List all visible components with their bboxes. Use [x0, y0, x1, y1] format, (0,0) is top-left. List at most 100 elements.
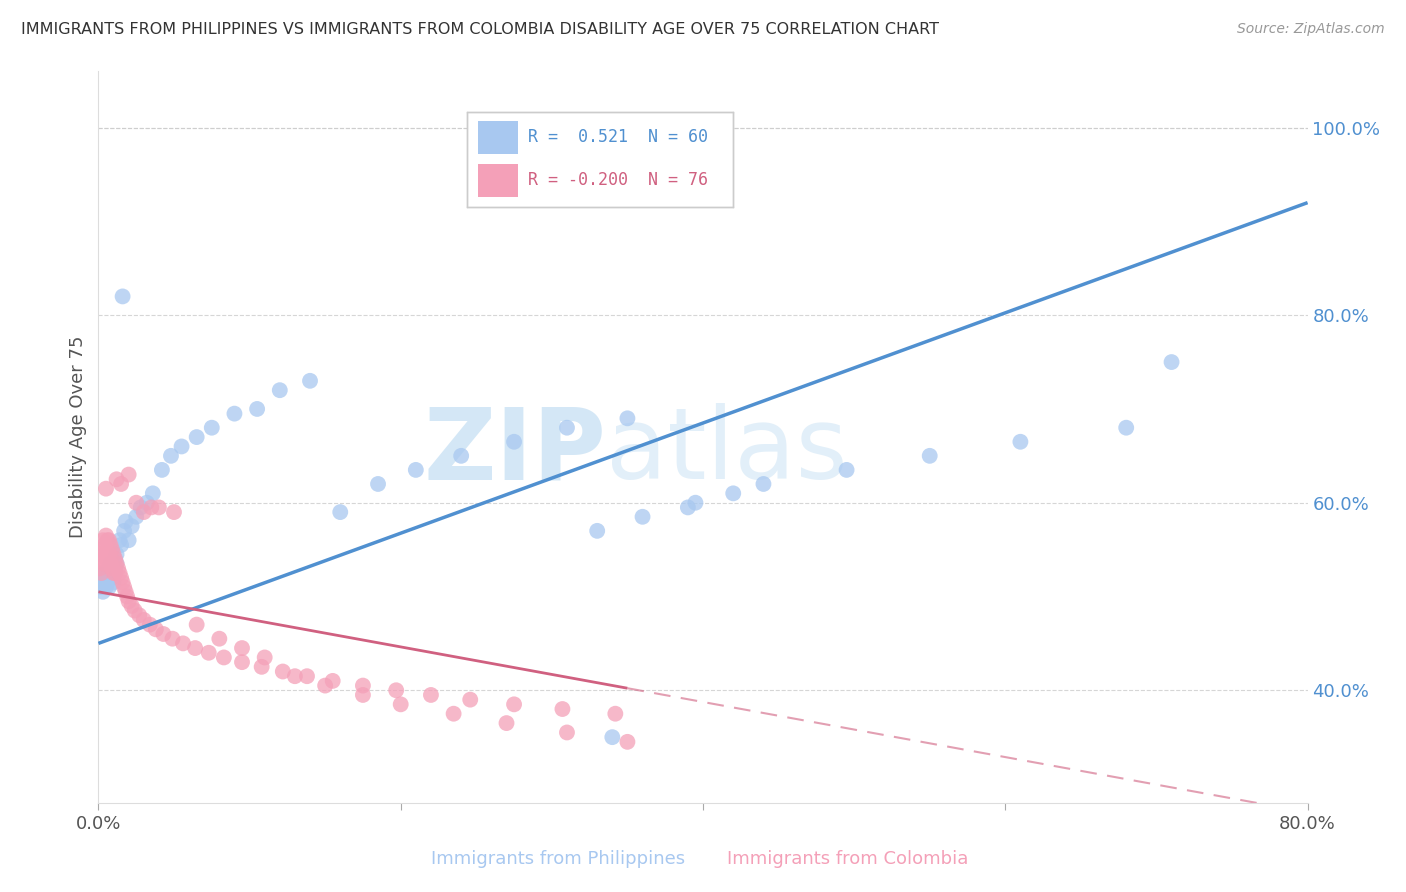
Point: [121, 599, 143, 613]
Point: [89, 561, 111, 575]
Point: [186, 430, 208, 444]
Point: [186, 617, 208, 632]
Point: [299, 374, 322, 388]
Point: [104, 552, 127, 566]
Point: [132, 613, 155, 627]
Point: [616, 411, 638, 425]
Point: [148, 500, 170, 515]
Point: [389, 698, 412, 712]
Point: [197, 646, 219, 660]
Point: [118, 467, 141, 482]
Point: [90, 547, 112, 561]
Point: [94, 547, 117, 561]
Point: [1010, 434, 1032, 449]
Point: [118, 594, 141, 608]
Point: [94, 482, 117, 496]
Point: [132, 505, 155, 519]
Point: [918, 449, 941, 463]
Point: [104, 552, 127, 566]
Point: [100, 566, 122, 580]
Point: [723, 486, 745, 500]
Point: [503, 434, 526, 449]
Point: [96, 533, 118, 548]
Text: Source: ZipAtlas.com: Source: ZipAtlas.com: [1237, 22, 1385, 37]
Point: [114, 515, 136, 529]
Point: [605, 706, 627, 721]
Point: [128, 608, 150, 623]
Point: [152, 627, 174, 641]
Point: [93, 557, 115, 571]
Point: [160, 449, 183, 463]
Point: [103, 547, 125, 561]
Point: [246, 401, 269, 416]
Point: [91, 533, 114, 548]
Point: [108, 566, 131, 580]
Point: [135, 496, 157, 510]
Point: [555, 420, 578, 434]
Point: [98, 561, 121, 575]
Point: [100, 538, 122, 552]
Point: [90, 580, 112, 594]
Point: [314, 679, 336, 693]
Point: [104, 561, 127, 575]
Point: [93, 575, 115, 590]
Point: [503, 698, 526, 712]
Point: [443, 706, 465, 721]
Point: [94, 528, 117, 542]
Point: [98, 547, 121, 561]
Point: [1160, 355, 1182, 369]
Point: [124, 603, 146, 617]
Point: [685, 496, 707, 510]
Point: [420, 688, 443, 702]
Point: [93, 566, 115, 580]
Y-axis label: Disability Age Over 75: Disability Age Over 75: [69, 335, 87, 539]
Point: [1115, 420, 1137, 434]
Point: [495, 716, 517, 731]
Text: ZIP: ZIP: [423, 403, 606, 500]
Point: [551, 702, 574, 716]
Point: [208, 632, 231, 646]
Point: [96, 552, 118, 566]
Point: [125, 496, 148, 510]
Point: [284, 669, 307, 683]
Point: [105, 547, 128, 561]
Point: [150, 463, 173, 477]
Point: [103, 575, 125, 590]
Point: [142, 486, 165, 500]
Point: [224, 407, 246, 421]
Point: [676, 500, 699, 515]
Point: [385, 683, 408, 698]
Point: [110, 477, 132, 491]
Point: [96, 575, 118, 590]
Point: [352, 679, 374, 693]
Point: [89, 542, 111, 557]
Point: [101, 561, 124, 575]
Point: [104, 566, 127, 580]
Point: [172, 636, 194, 650]
Text: Immigrants from Philippines: Immigrants from Philippines: [430, 850, 685, 868]
Point: [115, 590, 138, 604]
Point: [141, 500, 163, 515]
Point: [110, 571, 132, 585]
Point: [752, 477, 775, 491]
Point: [101, 542, 124, 557]
Point: [450, 449, 472, 463]
Point: [111, 575, 134, 590]
Point: [231, 641, 253, 656]
Point: [91, 571, 114, 585]
Point: [322, 673, 344, 688]
Point: [94, 571, 117, 585]
Point: [835, 463, 858, 477]
Point: [103, 566, 125, 580]
Point: [105, 557, 128, 571]
Point: [96, 566, 118, 580]
Point: [105, 557, 128, 571]
Point: [129, 500, 152, 515]
Point: [162, 632, 184, 646]
Point: [212, 650, 235, 665]
Text: atlas: atlas: [606, 403, 848, 500]
Point: [108, 533, 131, 548]
Point: [94, 580, 117, 594]
Point: [602, 730, 624, 744]
Point: [107, 561, 129, 575]
